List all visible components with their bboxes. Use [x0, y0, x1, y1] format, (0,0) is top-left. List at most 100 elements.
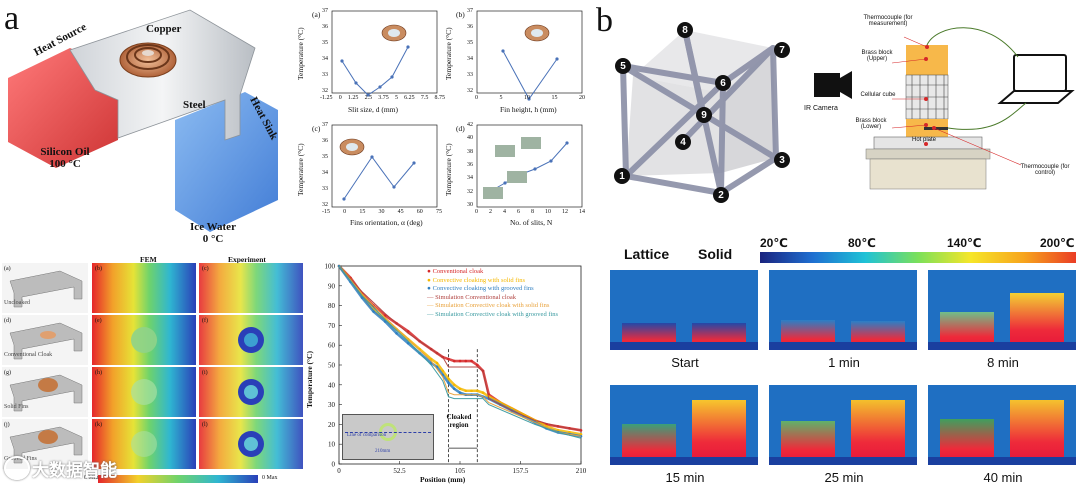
- inset-length: 210mm: [375, 449, 391, 454]
- row3-model-tag: (g): [4, 370, 11, 376]
- solid-block: [1010, 399, 1064, 465]
- thermal-frame: [610, 270, 758, 350]
- row1-exp-tag: (c): [202, 266, 209, 272]
- brass-lower-label: Brass block (Lower): [855, 118, 887, 130]
- ice-water-label: Ice Water 0 °C: [190, 221, 236, 245]
- temperature-colorbar: [760, 252, 1076, 263]
- series-point-0: [447, 357, 450, 361]
- series-point-0: [475, 363, 479, 367]
- chart-legend: ● Conventional cloak ● Convective cloaki…: [427, 268, 558, 320]
- series-point-2: [372, 310, 375, 313]
- temperature-position-chart: 0 10 20 30 40 50 60 70 80 90 100 0 52.5 105 157.5 210: [325, 263, 587, 476]
- lattice-cube: [620, 27, 779, 196]
- subplot-a-tag: (a): [312, 10, 321, 19]
- thermocouple-measurement-label: Thermocouple (for measurement): [863, 15, 913, 27]
- thermal-frame: [610, 385, 758, 465]
- steel-label: Steel: [183, 99, 206, 111]
- laptop-icon: [997, 54, 1075, 104]
- frame-label-40min: 40 min: [983, 470, 1023, 485]
- solid-block: [851, 399, 905, 465]
- series-line-5: [338, 265, 582, 439]
- subplot-d-yticks: 30 32 34 36 38 40 42: [467, 122, 473, 208]
- row2-model-name: Conventional Cloak: [4, 352, 53, 358]
- series-point-2: [395, 332, 398, 335]
- row-4: [2, 419, 303, 469]
- lattice-node-4: 4: [675, 134, 691, 150]
- watermark-icon: [4, 456, 30, 480]
- subplot-a-xlabel: Slit size, d (mm): [348, 105, 398, 114]
- colorbar-min: 0 Min: [84, 475, 99, 481]
- thermal-frame: [928, 385, 1076, 465]
- frame-label-25min: 25 min: [824, 470, 864, 485]
- subplot-a-xticks: -1.25 0 1.25 2.5 3.75 5 6.25 7.5 8.75: [320, 95, 445, 101]
- subplot-a-ylabel: Temperature (°C): [296, 27, 305, 80]
- subplot-b-xlabel: Fin height, h (mm): [500, 105, 557, 114]
- x-tick-label: 157.5: [513, 467, 529, 475]
- brass-upper-label: Brass block (Upper): [861, 50, 893, 62]
- solid-block: [1010, 292, 1064, 350]
- hot-plate-strip: [928, 457, 1076, 465]
- series-point-1: [464, 389, 468, 393]
- solid-label: Solid: [698, 246, 733, 262]
- row4-model-tag: (j): [4, 422, 10, 428]
- inset-line: [345, 432, 431, 433]
- thermal-frame: [769, 385, 917, 465]
- series-line-4: [338, 265, 582, 437]
- subplot-c-ylabel: Temperature (°C): [296, 143, 305, 196]
- subplot-d-ylabel: Temperature (°C): [444, 143, 453, 196]
- series-point-0: [579, 429, 583, 432]
- row2-model-tag: (d): [4, 318, 11, 324]
- series-point-0: [406, 330, 410, 333]
- lattice-node-6: 6: [715, 75, 731, 91]
- panel-b-letter: b: [596, 2, 613, 39]
- series-point-1: [475, 389, 479, 393]
- series-point-2: [458, 391, 462, 395]
- row3-model-name: Solid Fins: [4, 404, 29, 410]
- legend-item-1: ● Convective cloaking with solid fins: [427, 276, 525, 284]
- chart-ylabel: Temperature (°C): [305, 351, 314, 408]
- chart-xlabel: Position (mm): [420, 475, 466, 484]
- series-point-1: [452, 383, 456, 387]
- subplot-b-xticks: 0 5 10 15 20: [475, 95, 585, 101]
- series-point-1: [470, 389, 473, 393]
- cb-label-140: 140℃: [947, 236, 982, 250]
- chart-inset: Line of comparison 210mm: [342, 414, 434, 460]
- hot-plate-strip: [610, 457, 758, 465]
- frame-label-8min: 8 min: [987, 355, 1019, 370]
- row2-exp-tag: (f): [202, 318, 208, 324]
- hot-plate-strip: [769, 342, 917, 350]
- cb-label-80: 80℃: [848, 236, 876, 250]
- row-1: [2, 263, 303, 313]
- x-tick-label: 105: [455, 467, 466, 475]
- colorbar-max: 0 Max: [262, 475, 278, 481]
- lattice-node-7: 7: [774, 42, 790, 58]
- lattice-node-1: 1: [614, 168, 630, 184]
- series-point-1: [458, 387, 462, 391]
- heat-sink-block: [175, 92, 278, 232]
- series-point-0: [452, 359, 456, 363]
- series-point-2: [579, 434, 583, 438]
- hot-plate-strip: [769, 457, 917, 465]
- copper-ring-outer: [119, 42, 177, 78]
- row4-exp-tag: (l): [202, 422, 208, 428]
- cellular-cube-label: Cellular cube: [860, 92, 896, 98]
- y-tick-label: 70: [328, 322, 336, 330]
- experimental-setup: [814, 27, 1075, 190]
- y-tick-label: 60: [328, 342, 336, 350]
- subplot-d-xticks: 0 2 4 6 8 10 12 14: [475, 209, 585, 215]
- series-point-1: [441, 369, 445, 373]
- legend-item-3: — Simulation Conventional cloak: [427, 293, 517, 301]
- legend-item-5: — Simulation Convective cloak with groov…: [427, 310, 559, 318]
- y-tick-label: 30: [328, 401, 336, 409]
- subplot-d-xlabel: No. of slits, N: [510, 218, 553, 227]
- row3-fem-tag: (h): [95, 370, 102, 376]
- y-tick-label: 50: [328, 362, 336, 370]
- lattice-node-2: 2: [713, 187, 729, 203]
- row1-fem-tag: (b): [95, 266, 102, 272]
- series-point-0: [464, 359, 468, 363]
- watermark: 大数据智能: [32, 461, 117, 480]
- y-tick-label: 0: [332, 461, 336, 469]
- legend-item-0: ● Conventional cloak: [427, 268, 484, 275]
- thermocouple-control-label: Thermocouple (for control): [1020, 164, 1070, 176]
- row1-model-tag: (a): [4, 266, 11, 272]
